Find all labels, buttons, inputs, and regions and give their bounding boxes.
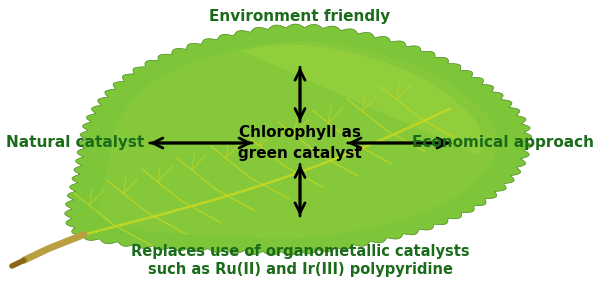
Text: Replaces use of organometallic catalysts
such as Ru(II) and Ir(III) polypyridine: Replaces use of organometallic catalysts… (131, 244, 469, 277)
Polygon shape (241, 45, 482, 155)
Polygon shape (99, 41, 497, 239)
Text: Chlorophyll as
green catalyst: Chlorophyll as green catalyst (238, 125, 362, 161)
Text: Environment friendly: Environment friendly (209, 9, 391, 23)
Text: Natural catalyst: Natural catalyst (6, 136, 144, 150)
Polygon shape (65, 24, 532, 255)
Text: Economical approach: Economical approach (412, 136, 594, 150)
